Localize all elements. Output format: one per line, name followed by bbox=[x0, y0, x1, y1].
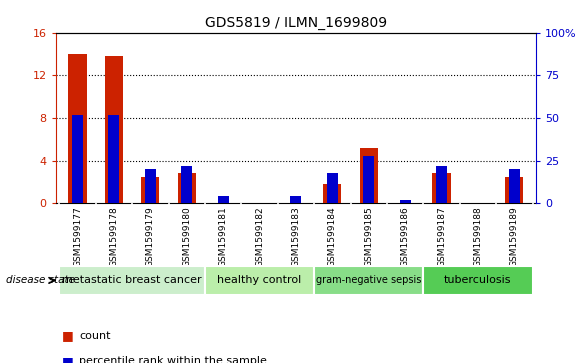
Text: gram-negative sepsis: gram-negative sepsis bbox=[316, 276, 421, 285]
Text: GSM1599182: GSM1599182 bbox=[255, 206, 264, 267]
Bar bbox=[432, 174, 451, 203]
Bar bbox=[400, 200, 411, 203]
Text: GSM1599185: GSM1599185 bbox=[364, 206, 373, 267]
Text: GSM1599177: GSM1599177 bbox=[73, 206, 82, 267]
Bar bbox=[363, 155, 374, 203]
Text: metastatic breast cancer: metastatic breast cancer bbox=[62, 276, 202, 285]
Bar bbox=[181, 166, 192, 203]
Bar bbox=[108, 115, 120, 203]
Text: GSM1599187: GSM1599187 bbox=[437, 206, 446, 267]
Bar bbox=[509, 169, 520, 203]
Text: GSM1599183: GSM1599183 bbox=[291, 206, 301, 267]
Bar bbox=[327, 172, 338, 203]
Text: percentile rank within the sample: percentile rank within the sample bbox=[79, 356, 267, 363]
Bar bbox=[291, 196, 301, 203]
Text: GSM1599189: GSM1599189 bbox=[510, 206, 519, 267]
Bar bbox=[69, 54, 87, 203]
Text: healthy control: healthy control bbox=[217, 276, 302, 285]
Text: GSM1599186: GSM1599186 bbox=[401, 206, 410, 267]
Bar bbox=[141, 177, 159, 203]
Text: GSM1599188: GSM1599188 bbox=[473, 206, 482, 267]
Bar bbox=[436, 166, 447, 203]
Bar bbox=[145, 169, 156, 203]
Bar bbox=[217, 196, 229, 203]
Bar bbox=[360, 148, 378, 203]
Bar bbox=[423, 266, 533, 295]
Text: ■: ■ bbox=[62, 329, 73, 342]
Text: GSM1599180: GSM1599180 bbox=[182, 206, 191, 267]
Text: ■: ■ bbox=[62, 355, 73, 363]
Text: GSM1599184: GSM1599184 bbox=[328, 206, 337, 267]
Bar bbox=[178, 174, 196, 203]
Bar bbox=[59, 266, 205, 295]
Bar bbox=[205, 266, 314, 295]
Bar bbox=[105, 56, 123, 203]
Bar bbox=[314, 266, 423, 295]
Text: disease state: disease state bbox=[6, 276, 75, 285]
Text: count: count bbox=[79, 331, 111, 341]
Text: GSM1599181: GSM1599181 bbox=[219, 206, 227, 267]
Bar bbox=[323, 184, 342, 203]
Text: tuberculosis: tuberculosis bbox=[444, 276, 512, 285]
Text: GSM1599179: GSM1599179 bbox=[146, 206, 155, 267]
Bar bbox=[72, 115, 83, 203]
Bar bbox=[505, 177, 523, 203]
Title: GDS5819 / ILMN_1699809: GDS5819 / ILMN_1699809 bbox=[205, 16, 387, 30]
Text: GSM1599178: GSM1599178 bbox=[110, 206, 118, 267]
